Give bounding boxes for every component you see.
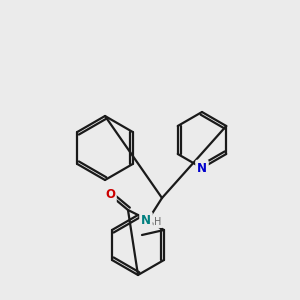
Text: N: N xyxy=(197,161,207,175)
Text: N: N xyxy=(141,214,151,226)
Text: O: O xyxy=(105,188,115,202)
Text: H: H xyxy=(154,217,162,227)
